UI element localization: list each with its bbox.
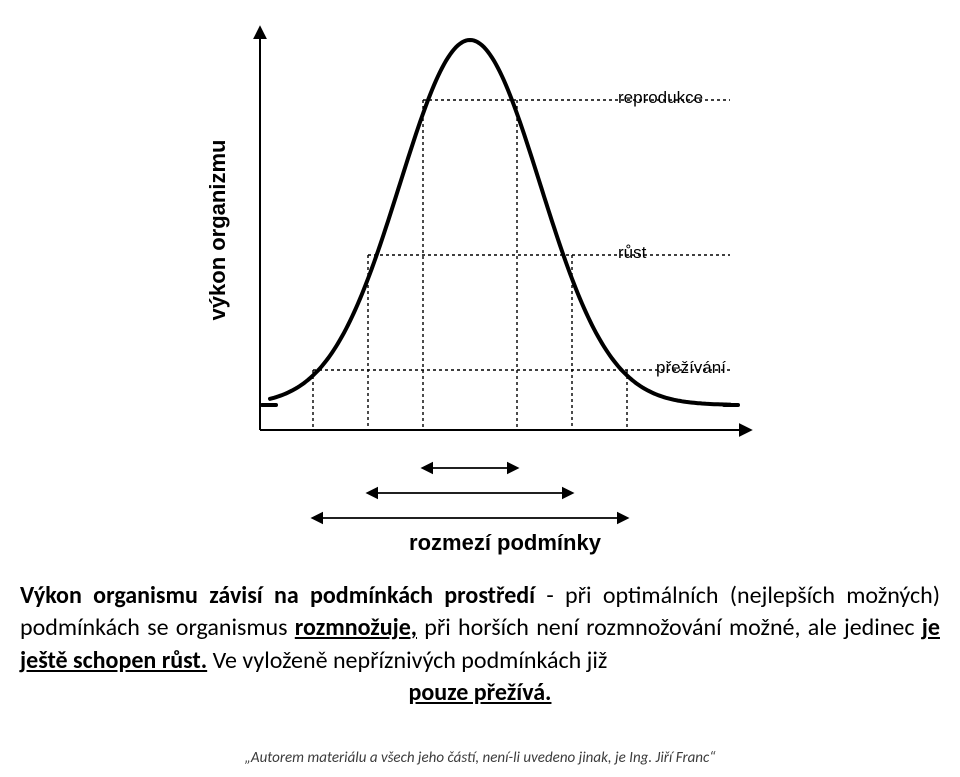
threshold-label-rust: růst xyxy=(618,243,647,262)
y-axis-label: výkon organizmu xyxy=(205,140,230,321)
caption-paragraph: Výkon organismu závisí na podmínkách pro… xyxy=(20,580,940,710)
x-axis-label: rozmezí podmínky xyxy=(409,530,602,555)
diagram-svg: výkon organizmu rozmezí podmínky reprodukc… xyxy=(170,0,790,570)
caption-key-reprodukce: rozmnožuje, xyxy=(295,613,417,642)
threshold-label-prezivani: přežívání xyxy=(656,358,726,377)
bell-curve-diagram: výkon organizmu rozmezí podmínky reprodukc… xyxy=(170,0,790,570)
credit-line: „Autorem materiálu a všech jeho částí, n… xyxy=(0,749,960,767)
caption-key-prezivani: pouze přežívá. xyxy=(409,678,552,707)
caption-plain-2: při horších není rozmnožování možné, ale… xyxy=(424,613,921,642)
threshold-label-reprodukce: reprodukce xyxy=(618,88,703,107)
caption-bold-1: Výkon organismu závisí na podmínkách pro… xyxy=(20,581,546,610)
caption-plain-3: Ve vyloženě nepříznivých podmínkách již xyxy=(213,646,608,675)
page: výkon organizmu rozmezí podmínky reprodukc… xyxy=(0,0,960,777)
